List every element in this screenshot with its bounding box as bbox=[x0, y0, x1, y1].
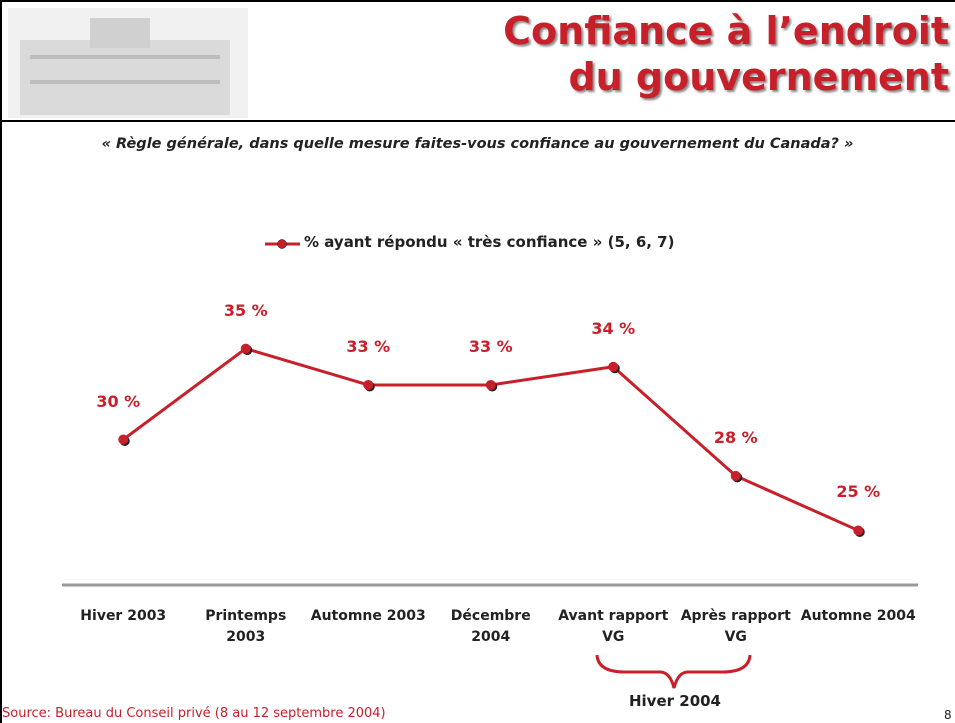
legend-label: % ayant répondu « très confiance » (5, 6… bbox=[304, 233, 675, 251]
x-tick-label: Après rapport VG bbox=[680, 608, 791, 645]
data-label: 33 % bbox=[346, 336, 391, 356]
source: Source: Bureau du Conseil privé (8 au 12… bbox=[2, 706, 386, 721]
data-label: 34 % bbox=[591, 318, 636, 338]
point bbox=[118, 434, 129, 445]
point bbox=[730, 470, 741, 481]
x-tick-label: Printemps 2003 bbox=[205, 608, 287, 645]
x-tick-label: Décembre 2004 bbox=[450, 608, 531, 645]
subtitle: « Règle générale, dans quelle mesure fai… bbox=[101, 136, 854, 152]
data-label: 25 % bbox=[836, 482, 881, 502]
x-tick-label: Hiver 2003 bbox=[80, 608, 167, 624]
brace bbox=[595, 654, 752, 689]
header-image bbox=[8, 8, 248, 118]
point bbox=[363, 379, 374, 390]
point bbox=[853, 525, 864, 536]
data-label: 33 % bbox=[468, 336, 513, 356]
x-tick-label: Avant rapport VG bbox=[558, 608, 669, 645]
legend-marker bbox=[277, 239, 287, 249]
data-label: 30 % bbox=[96, 391, 141, 411]
point bbox=[240, 343, 251, 354]
point bbox=[608, 361, 619, 372]
data-label: 35 % bbox=[223, 300, 268, 320]
point bbox=[485, 379, 496, 390]
title: Confiance à l’endroit du gouvernement bbox=[503, 9, 949, 99]
x-tick-label: Automne 2003 bbox=[310, 608, 426, 624]
x-tick-label: Automne 2004 bbox=[800, 608, 916, 624]
data-label: 28 % bbox=[713, 427, 758, 447]
legend: % ayant répondu « très confiance » (5, 6… bbox=[262, 233, 674, 251]
annotation: Hiver 2004 bbox=[628, 692, 721, 710]
page-number: 8 bbox=[944, 708, 952, 722]
